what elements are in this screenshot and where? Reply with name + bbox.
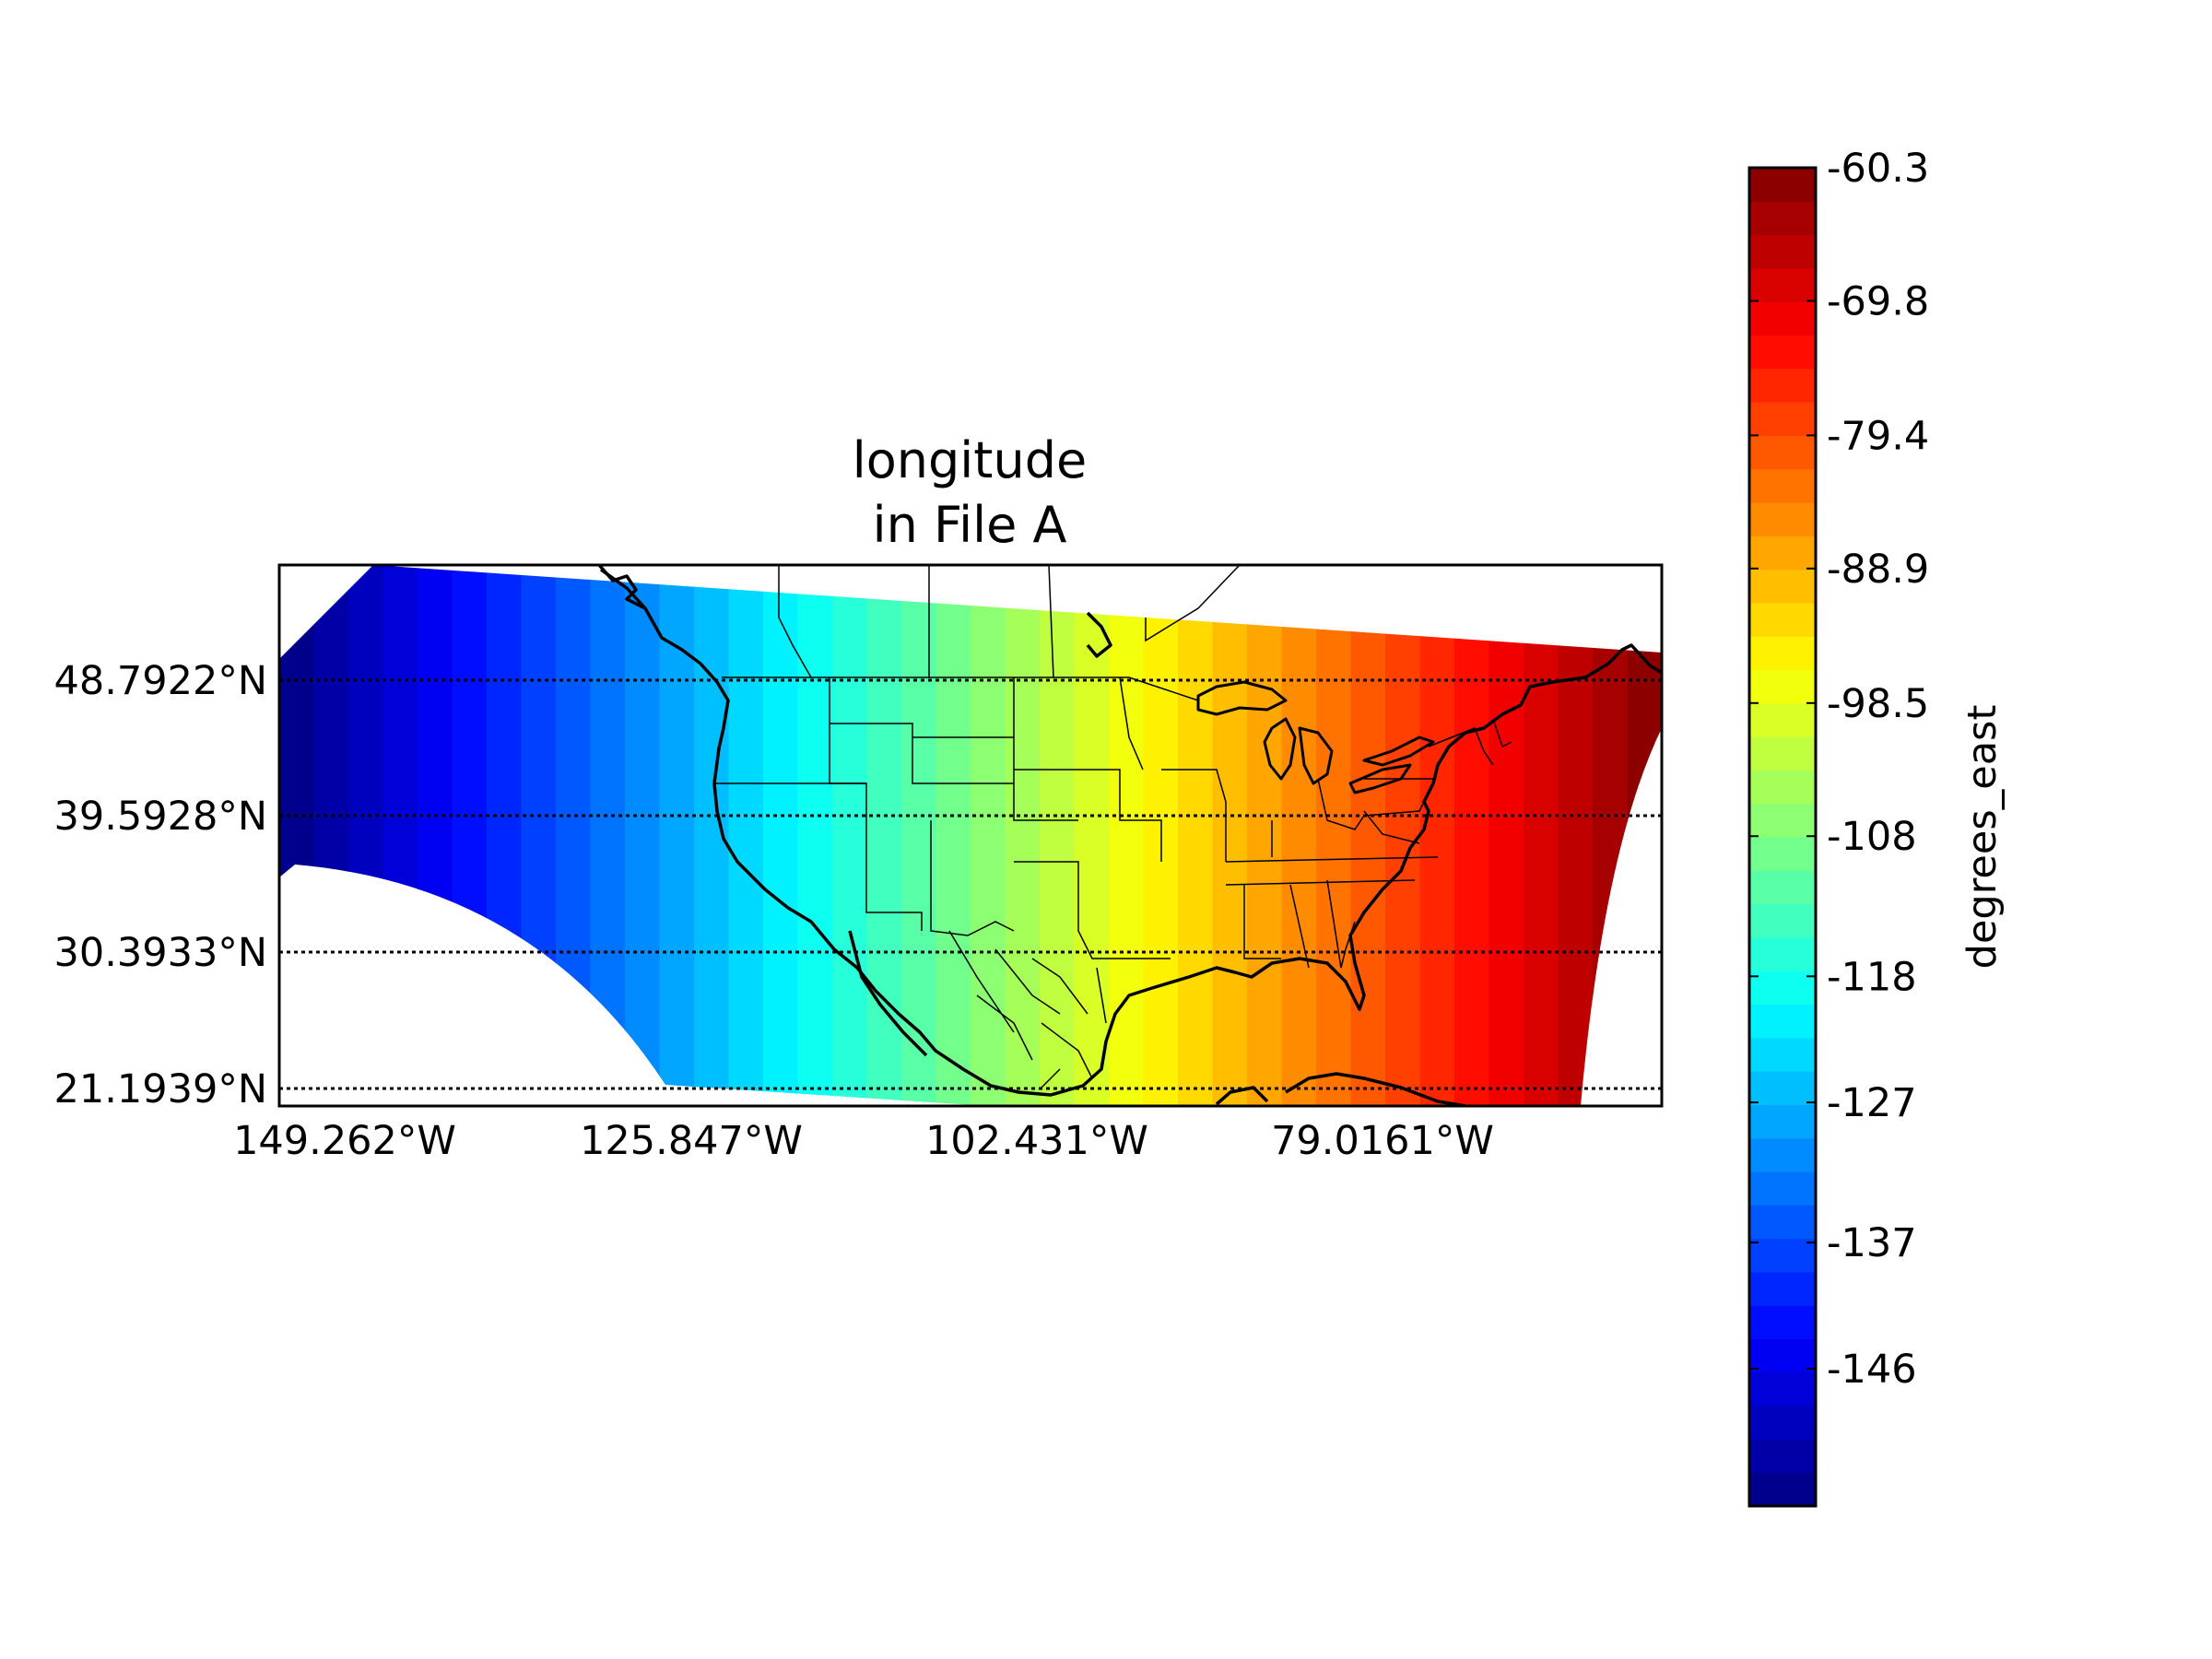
colorbar-tick-label: -137 [1827, 1220, 1917, 1266]
map-title: longitude [853, 431, 1087, 489]
map-frame [277, 563, 1664, 1108]
colorbar-tick-label: -79.4 [1827, 413, 1929, 459]
colorbar-band [1749, 1472, 1816, 1507]
parallels [279, 678, 1662, 1090]
swath-band [1178, 565, 1214, 1106]
swath-band [1040, 565, 1076, 1106]
colorbar-tick-label: -88.9 [1827, 547, 1929, 593]
colorbar-band [1749, 435, 1816, 470]
colorbar-ticks: -60.3 -69.8 -79.4 -88.9 -98.5 -108 -118 -127 -13… [1749, 146, 1929, 1393]
colorbar-band [1749, 1205, 1816, 1240]
colorbar-band [1749, 168, 1816, 202]
colorbar-band [1749, 234, 1816, 269]
colorbar-tick-label: -146 [1827, 1347, 1917, 1393]
colorbar-band [1749, 1406, 1816, 1440]
lon-label: 79.0161°W [1271, 1118, 1494, 1164]
swath-band [1247, 565, 1283, 1106]
colorbar: -60.3 -69.8 -79.4 -88.9 -98.5 -108 -118 -127 -13… [1747, 146, 2006, 1508]
colorbar-band [1749, 368, 1816, 403]
swath-band [832, 565, 868, 1106]
swath-band [1454, 565, 1490, 1106]
colorbar-tick-label: -127 [1827, 1080, 1917, 1126]
lat-label: 48.7922°N [54, 658, 267, 704]
colorbar-tick-label: -60.3 [1827, 146, 1929, 192]
colorbar-band [1749, 837, 1816, 871]
colorbar-band [1749, 971, 1816, 1006]
lat-label: 30.3933°N [54, 930, 267, 976]
colorbar-band [1749, 335, 1816, 370]
political-borders [714, 565, 1512, 1088]
colorbar-band [1749, 1104, 1816, 1139]
colorbar-band [1749, 770, 1816, 805]
colorbar-band [1749, 870, 1816, 905]
swath-band [728, 565, 764, 1106]
colorbar-band [1749, 1071, 1816, 1105]
swath-band [1109, 565, 1145, 1106]
swath-band [625, 565, 661, 1106]
latitude-labels: 48.7922°N 39.5928°N 30.3933°N 21.1939°N [54, 658, 267, 1112]
lat-label: 21.1939°N [54, 1066, 267, 1112]
lon-label: 125.847°W [580, 1118, 803, 1164]
colorbar-band [1749, 1439, 1816, 1474]
colorbar-band [1749, 636, 1816, 671]
colorbar-band [1749, 1238, 1816, 1273]
swath-band [1005, 565, 1041, 1106]
colorbar-band [1749, 736, 1816, 771]
swath-band [797, 565, 833, 1106]
swath-band [1212, 565, 1248, 1106]
swath-band [1074, 565, 1110, 1106]
lon-label: 149.262°W [233, 1118, 456, 1164]
colorbar-band [1749, 669, 1816, 704]
colorbar-band [1749, 535, 1816, 571]
colorbar-band [1749, 1305, 1816, 1340]
colorbar-band [1749, 201, 1816, 236]
colorbar-tick-label: -118 [1827, 954, 1917, 1000]
colorbar-band [1749, 1171, 1816, 1206]
map-area [279, 565, 1662, 1106]
colorbar-band [1749, 602, 1816, 637]
colorbar-tick-label: -69.8 [1827, 278, 1929, 324]
colorbar-band [1749, 301, 1816, 336]
swath-band [1419, 565, 1455, 1106]
colorbar-band [1749, 1338, 1816, 1373]
swath-band [1488, 565, 1524, 1106]
colorbar-band [1749, 267, 1816, 302]
colorbar-band [1749, 1037, 1816, 1072]
colorbar-band [1749, 1004, 1816, 1039]
colorbar-band [1749, 1271, 1816, 1306]
colorbar-band [1749, 402, 1816, 436]
colorbar-band [1749, 702, 1816, 737]
map-subtitle: in File A [873, 496, 1067, 554]
colorbar-tick-label: -98.5 [1827, 681, 1929, 727]
swath-band [763, 565, 799, 1106]
lon-label: 102.431°W [925, 1118, 1148, 1164]
swath-band [1524, 565, 1559, 1106]
colorbar-band [1749, 936, 1816, 971]
colorbar-band [1749, 502, 1816, 536]
swath-band [1316, 565, 1352, 1106]
colorbar-band [1749, 1137, 1816, 1172]
swath-band [1350, 565, 1386, 1106]
longitude-labels: 149.262°W 125.847°W 102.431°W 79.0161°W [233, 1118, 1494, 1164]
colorbar-band [1749, 569, 1816, 604]
colorbar-tick-label: -108 [1827, 814, 1917, 860]
colorbar-label: degrees_east [1959, 705, 2006, 970]
colorbar-band [1749, 803, 1816, 838]
swath-band [1385, 565, 1421, 1106]
swath-band [866, 565, 902, 1106]
colorbar-band [1749, 1371, 1816, 1406]
swath-band [971, 565, 1006, 1106]
colorbar-bands [1749, 168, 1816, 1507]
colorbar-band [1749, 903, 1816, 938]
swath-band [1558, 565, 1594, 1106]
lat-label: 39.5928°N [54, 794, 267, 840]
swath-band [1281, 565, 1317, 1106]
swath-band [935, 565, 971, 1106]
colorbar-band [1749, 468, 1816, 503]
